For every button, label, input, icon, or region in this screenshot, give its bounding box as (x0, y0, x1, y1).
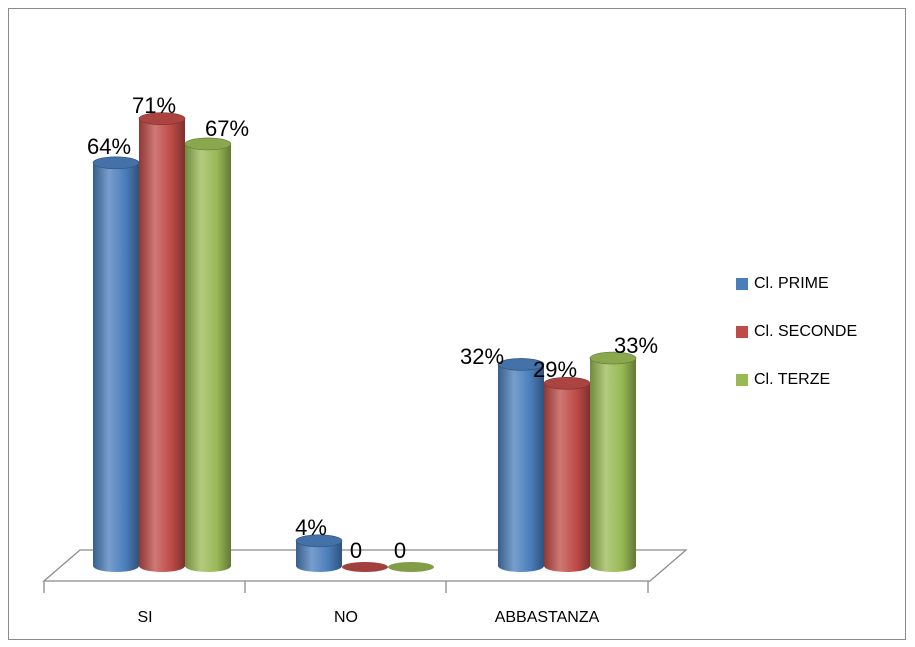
legend-swatch-prime (736, 278, 748, 290)
data-label-si-seconde: 71% (132, 93, 176, 118)
legend-swatch-terze (736, 374, 748, 386)
data-label-no-terze: 0 (394, 538, 406, 563)
category-axis: SI NO ABBASTANZA (137, 609, 599, 626)
bar-si-seconde (138, 112, 186, 572)
data-label-abbastanza-prime: 32% (460, 344, 504, 369)
legend-item-terze: Cl. TERZE (736, 368, 906, 392)
data-label-si-terze: 67% (205, 116, 249, 141)
legend-item-prime: Cl. PRIME (736, 272, 906, 296)
bar-no-prime (295, 534, 343, 572)
data-label-abbastanza-terze: 33% (614, 333, 658, 358)
legend-label-terze: Cl. TERZE (754, 371, 831, 388)
data-label-abbastanza-seconde: 29% (533, 357, 577, 382)
legend-label-seconde: Cl. SECONDE (754, 323, 858, 340)
bar-si-prime (92, 156, 140, 573)
data-label-si-prime: 64% (87, 134, 131, 159)
bar-abbastanza-seconde (543, 376, 591, 572)
category-label-no: NO (334, 609, 358, 626)
bar-abbastanza-terze (589, 351, 637, 572)
bar-no-terze (388, 562, 434, 572)
category-label-si: SI (137, 609, 152, 626)
legend: Cl. PRIME Cl. SECONDE Cl. TERZE (736, 272, 906, 416)
bar-si-terze (184, 137, 232, 572)
legend-swatch-seconde (736, 326, 748, 338)
data-label-no-prime: 4% (295, 515, 327, 540)
data-label-no-seconde: 0 (350, 538, 362, 563)
bars-layer (92, 112, 637, 573)
legend-item-seconde: Cl. SECONDE (736, 320, 906, 344)
data-labels-layer: 64%71% 67% 4% 0 0 32% 29% 33% (87, 93, 658, 563)
bar-abbastanza-prime (497, 358, 545, 572)
legend-label-prime: Cl. PRIME (754, 275, 829, 292)
category-label-abbastanza: ABBASTANZA (495, 609, 600, 626)
bar-no-seconde (342, 562, 388, 572)
